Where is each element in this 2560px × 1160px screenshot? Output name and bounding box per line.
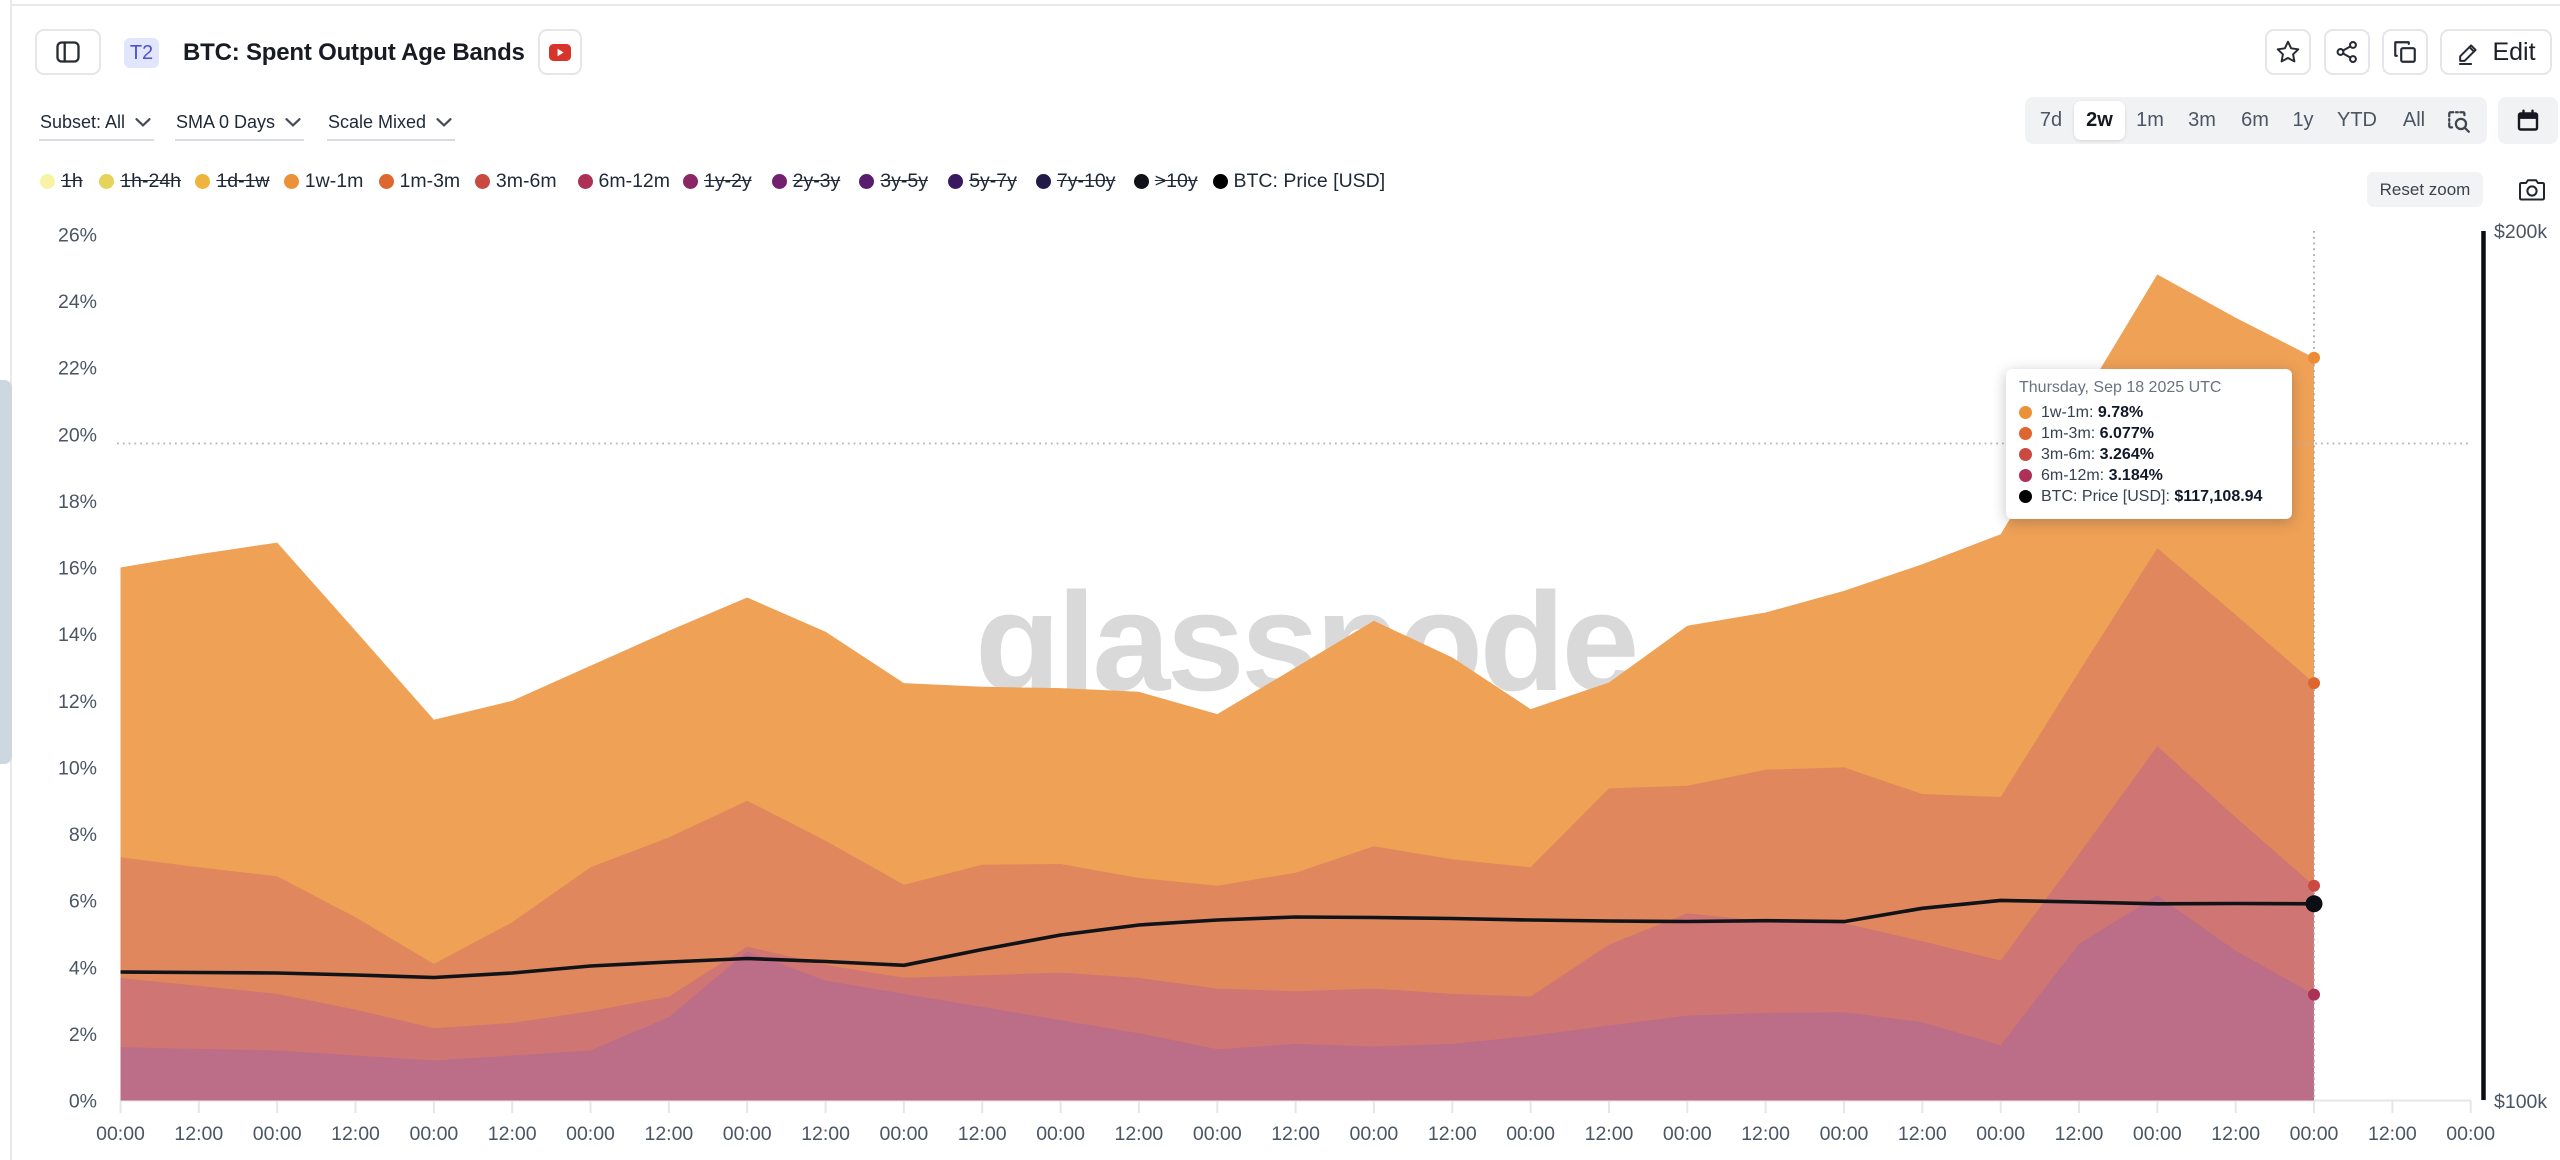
svg-text:0%: 0% (69, 1091, 97, 1113)
svg-text:6%: 6% (69, 891, 97, 913)
svg-text:00:00: 00:00 (879, 1123, 928, 1145)
svg-text:00:00: 00:00 (253, 1123, 302, 1145)
svg-text:12:00: 12:00 (1741, 1123, 1790, 1145)
svg-text:8%: 8% (69, 824, 97, 846)
svg-text:22%: 22% (58, 358, 97, 380)
svg-text:12:00: 12:00 (1271, 1123, 1320, 1145)
svg-text:20%: 20% (58, 424, 97, 446)
svg-text:00:00: 00:00 (1193, 1123, 1242, 1145)
svg-text:12:00: 12:00 (1898, 1123, 1947, 1145)
svg-text:00:00: 00:00 (723, 1123, 772, 1145)
svg-text:$200k: $200k (2494, 221, 2547, 243)
svg-text:12:00: 12:00 (174, 1123, 223, 1145)
svg-text:24%: 24% (58, 291, 97, 313)
svg-text:12:00: 12:00 (2055, 1123, 2104, 1145)
svg-text:00:00: 00:00 (2133, 1123, 2182, 1145)
svg-text:12:00: 12:00 (644, 1123, 693, 1145)
svg-text:00:00: 00:00 (96, 1123, 145, 1145)
svg-text:12%: 12% (58, 691, 97, 713)
svg-text:12:00: 12:00 (331, 1123, 380, 1145)
svg-text:00:00: 00:00 (1820, 1123, 1869, 1145)
svg-text:10%: 10% (58, 757, 97, 779)
svg-text:18%: 18% (58, 491, 97, 513)
svg-text:12:00: 12:00 (1585, 1123, 1634, 1145)
svg-text:12:00: 12:00 (1114, 1123, 1163, 1145)
svg-text:00:00: 00:00 (1976, 1123, 2025, 1145)
svg-text:12:00: 12:00 (1428, 1123, 1477, 1145)
svg-text:12:00: 12:00 (801, 1123, 850, 1145)
svg-text:00:00: 00:00 (1036, 1123, 1085, 1145)
svg-text:12:00: 12:00 (958, 1123, 1007, 1145)
svg-text:14%: 14% (58, 624, 97, 646)
svg-text:12:00: 12:00 (2368, 1123, 2417, 1145)
svg-text:00:00: 00:00 (1506, 1123, 1555, 1145)
svg-text:$100k: $100k (2494, 1091, 2547, 1113)
svg-text:12:00: 12:00 (488, 1123, 537, 1145)
svg-text:00:00: 00:00 (2446, 1123, 2495, 1145)
svg-text:4%: 4% (69, 957, 97, 979)
svg-text:12:00: 12:00 (2211, 1123, 2260, 1145)
svg-text:2%: 2% (69, 1024, 97, 1046)
svg-text:00:00: 00:00 (409, 1123, 458, 1145)
svg-text:00:00: 00:00 (2290, 1123, 2339, 1145)
svg-text:00:00: 00:00 (566, 1123, 615, 1145)
svg-text:00:00: 00:00 (1663, 1123, 1712, 1145)
svg-text:26%: 26% (58, 224, 97, 246)
svg-text:16%: 16% (58, 558, 97, 580)
svg-text:00:00: 00:00 (1349, 1123, 1398, 1145)
